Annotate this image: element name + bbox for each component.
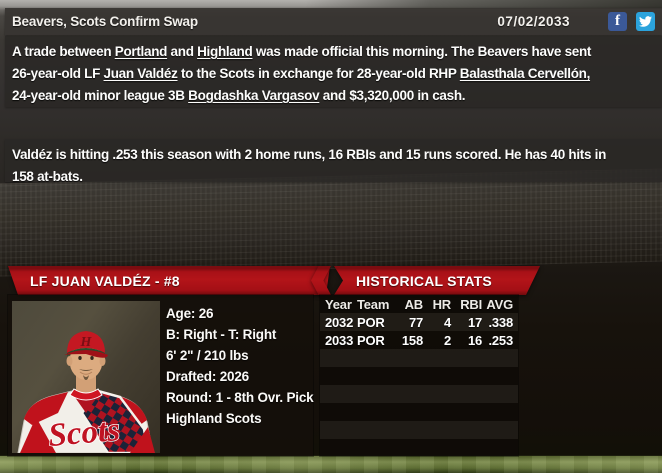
table-empty-row bbox=[320, 385, 518, 403]
table-header-row: Year Team AB HR RBI AVG bbox=[320, 295, 518, 313]
table-cell: POR bbox=[357, 314, 385, 330]
article-text: 26-year-old LF bbox=[12, 66, 104, 81]
table-cell: 2 bbox=[443, 332, 451, 348]
news-title: Beavers, Scots Confirm Swap bbox=[12, 14, 198, 29]
article-text: and bbox=[167, 44, 198, 59]
article-line: A trade between Portland and Highland wa… bbox=[12, 41, 662, 63]
table-cell: 17 bbox=[467, 314, 482, 330]
article-line: 24-year-old minor league 3B Bogdashka Va… bbox=[12, 85, 662, 107]
table-cell: .253 bbox=[488, 332, 513, 348]
table-cell: Year bbox=[325, 296, 352, 312]
article-paragraph-1: A trade between Portland and Highland wa… bbox=[5, 36, 662, 107]
article-text: A trade between bbox=[12, 44, 115, 59]
table-cell: 2032 bbox=[325, 314, 354, 330]
news-date: 07/02/2033 bbox=[497, 14, 570, 29]
table-cell: POR bbox=[357, 332, 385, 348]
article-text: was made official this morning. The Beav… bbox=[252, 44, 592, 59]
table-empty-row bbox=[320, 403, 518, 421]
table-empty-row bbox=[320, 367, 518, 385]
historical-stats-table: Year Team AB HR RBI AVG 2032 POR 77 4 17.338 2033 PO… bbox=[320, 295, 518, 456]
article-text: 158 at-bats. bbox=[12, 169, 83, 184]
svg-text:Scots: Scots bbox=[47, 412, 121, 453]
table-row: 2032 POR 77 4 17 .338 bbox=[320, 313, 518, 331]
table-row: 2033 POR 158 2 16 .253 bbox=[320, 331, 518, 349]
player-info-list: Age: 26 B: Right - T: Right 6' 2" / 210 lb… bbox=[166, 303, 314, 429]
article-line: 26-year-old LF Juan Valdéz to the Scots … bbox=[12, 63, 662, 85]
article-line: Valdéz is hitting .253 this season with … bbox=[12, 144, 662, 166]
historical-stats-panel: Year Team AB HR RBI AVG 2032 POR 77 4 17.338 2033 PO… bbox=[320, 295, 518, 456]
table-cell: AVG bbox=[486, 296, 513, 312]
article-text: 24-year-old minor league 3B bbox=[12, 88, 189, 103]
player-info-line: 6' 2" / 210 lbs bbox=[166, 348, 249, 363]
player-card-title: LF JUAN VALDÉZ - #8 bbox=[30, 272, 180, 289]
twitter-share-button[interactable] bbox=[636, 12, 655, 31]
player-card-ribbon: LF JUAN VALDÉZ - #8 bbox=[8, 266, 308, 295]
article-paragraph-2: Valdéz is hitting .253 this season with … bbox=[5, 139, 662, 184]
player-info-line: Round: 1 - 8th Ovr. Pick bbox=[166, 390, 314, 405]
table-cell: 77 bbox=[408, 314, 423, 330]
player-info-line: B: Right - T: Right bbox=[166, 327, 277, 342]
table-empty-row bbox=[320, 349, 518, 367]
entity-link[interactable]: Bogdashka Vargasov bbox=[188, 88, 320, 103]
table-cell: RBI bbox=[460, 296, 482, 312]
article-text: Valdéz is hitting .253 this season with … bbox=[12, 147, 607, 162]
historical-stats-ribbon: HISTORICAL STATS bbox=[334, 266, 518, 295]
player-info-line: Age: 26 bbox=[166, 306, 214, 321]
svg-text:H: H bbox=[80, 335, 93, 350]
player-portrait: H Scots bbox=[12, 301, 160, 453]
entity-link[interactable]: Highland bbox=[197, 44, 253, 59]
table-empty-row bbox=[320, 439, 518, 456]
table-empty-row bbox=[320, 421, 518, 439]
historical-stats-title: HISTORICAL STATS bbox=[356, 272, 492, 289]
table-cell: .338 bbox=[488, 314, 513, 330]
news-header-bar: Beavers, Scots Confirm Swap 07/02/2033 f bbox=[5, 8, 662, 35]
entity-link[interactable]: Balasthala Cervellón, bbox=[459, 66, 591, 81]
ribbon-chevron-decoration bbox=[311, 266, 331, 295]
article-text: to the Scots in exchange for 28-year-old… bbox=[177, 66, 460, 81]
table-cell: 2033 bbox=[325, 332, 354, 348]
table-cell: 16 bbox=[467, 332, 482, 348]
table-cell: AB bbox=[404, 296, 424, 312]
field-grass bbox=[0, 456, 662, 473]
entity-link[interactable]: Juan Valdéz bbox=[103, 66, 178, 81]
table-cell: 4 bbox=[443, 314, 451, 330]
twitter-bird-icon bbox=[639, 16, 652, 27]
entity-link[interactable]: Portland bbox=[114, 44, 168, 59]
article-line: 158 at-bats. bbox=[12, 166, 662, 188]
article-text: and $3,320,000 in cash. bbox=[319, 88, 466, 103]
table-cell: 158 bbox=[401, 332, 423, 348]
player-info-line: Highland Scots bbox=[166, 411, 262, 426]
table-cell: HR bbox=[432, 296, 452, 312]
facebook-share-button[interactable]: f bbox=[608, 12, 627, 31]
table-cell: Team bbox=[357, 296, 390, 312]
player-card-panel: H Scots Age: 26 B: Right - T: Right 6' 2" … bbox=[8, 295, 314, 456]
facebook-icon: f bbox=[615, 13, 620, 29]
player-info-line: Drafted: 2026 bbox=[166, 369, 249, 384]
